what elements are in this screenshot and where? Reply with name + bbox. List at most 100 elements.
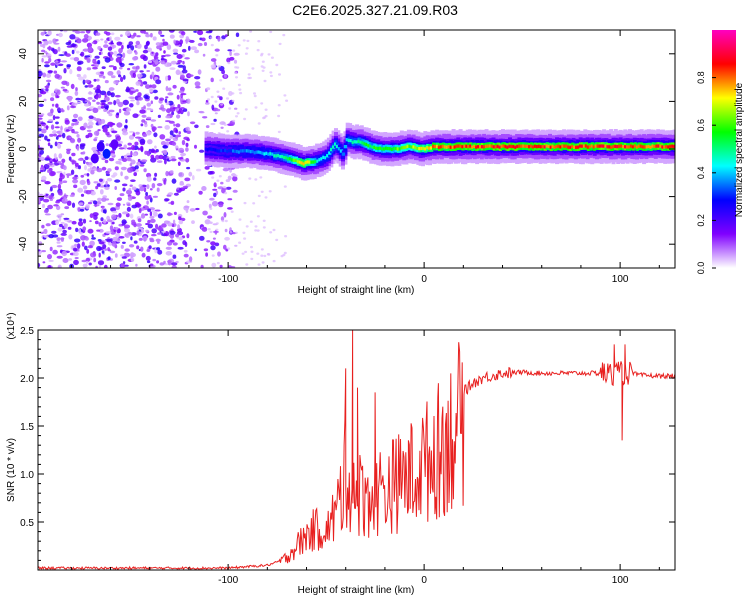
noise-speck [223,123,227,127]
noise-speck [178,90,185,94]
noise-speck [76,243,81,249]
noise-speck [121,219,127,225]
noise-speck [139,138,146,144]
ridge-core [398,147,402,151]
noise-speck [152,210,155,213]
ridge-core [232,149,236,153]
ridge-core [286,157,291,161]
noise-speck [157,126,163,129]
noise-speck [63,194,69,197]
ridge-core [424,147,428,151]
noise-speck [205,125,210,129]
noise-speck [147,47,153,53]
noise-speck [105,173,110,177]
noise-speck [79,179,86,186]
noise-speck [109,123,113,128]
ridge-core [288,157,293,161]
noise-speck [48,195,53,200]
noise-speck [104,248,107,251]
noise-speck [50,171,56,176]
noise-speck [112,172,118,177]
noise-speck [253,94,257,98]
noise-speck [215,228,219,231]
noise-speck [43,235,48,238]
ridge-core [245,149,250,153]
noise-speck [79,143,86,147]
noise-speck [150,32,153,38]
noise-speck [124,228,130,233]
noise-speck [207,215,213,219]
noise-speck [174,145,179,149]
noise-speck [139,164,145,167]
noise-speck [120,244,124,249]
noise-speck [221,35,226,40]
ridge-core [283,155,287,160]
noise-speck [224,228,228,233]
noise-speck [131,219,136,224]
noise-speck [222,87,226,90]
noise-speck [157,232,162,235]
noise-speck [245,47,249,50]
colorbar-tick-label: 0.0 [696,262,706,275]
noise-speck [235,32,240,38]
noise-speck [209,197,215,201]
noise-speck [259,176,263,179]
noise-speck [55,205,61,211]
noise-speck [196,168,202,172]
noise-speck [232,175,238,182]
noise-speck [38,241,43,246]
noise-speck [277,114,281,118]
noise-speck [128,135,135,140]
noise-speck [123,154,129,159]
noise-speck [228,91,233,96]
noise-speck [50,97,55,102]
noise-speck [60,60,68,63]
noise-speck [168,234,172,237]
noise-speck [210,122,216,126]
noise-speck [151,233,157,237]
noise-speck [93,138,98,142]
noise-speck [63,217,70,220]
noise-speck [216,90,220,93]
ridge-core [661,145,665,149]
ridge-core [490,144,495,148]
noise-speck [121,155,124,159]
noise-speck [141,114,147,118]
ridge-core [316,159,320,163]
noise-speck [185,158,190,163]
noise-speck [137,158,141,163]
noise-speck [205,102,210,105]
ridge-core [394,146,398,151]
noise-speck [114,253,118,258]
noise-speck [223,74,227,78]
noise-speck [88,91,92,95]
noise-speck [107,202,114,206]
noise-speck [75,87,78,92]
noise-speck [98,51,102,56]
noise-speck [157,213,163,219]
noise-speck [77,207,81,212]
noise-speck [263,254,267,258]
ridge-core [396,147,400,151]
noise-speck [126,189,132,195]
snr-xlabel: Height of straight line (km) [298,585,415,596]
noise-speck [61,198,68,203]
noise-speck [82,185,88,190]
noise-speck [126,108,132,112]
ridge-core [443,145,447,149]
noise-speck [141,159,148,163]
ridge-core [381,147,385,151]
noise-speck [244,108,248,111]
noise-speck [69,194,75,198]
noise-speck [155,154,160,160]
noise-speck [134,136,142,139]
noise-speck [47,46,53,50]
noise-speck [109,225,114,231]
noise-speck [220,38,224,42]
ridge-core [633,144,638,148]
noise-speck [211,200,219,207]
noise-speck [227,207,233,210]
noise-speck [104,93,107,98]
noise-speck [47,142,51,147]
noise-speck [175,260,179,264]
